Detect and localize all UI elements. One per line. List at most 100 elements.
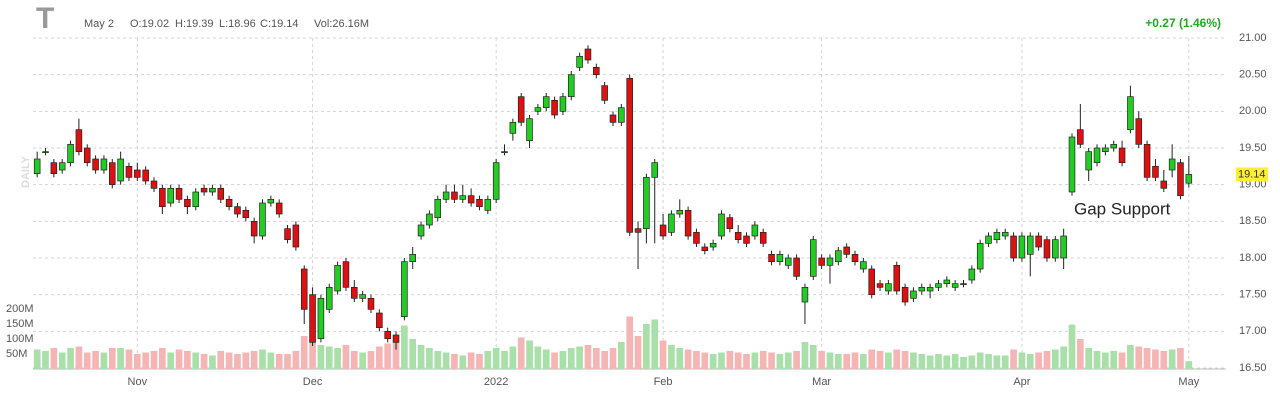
candle-body <box>885 283 892 292</box>
volume-bar <box>968 355 976 369</box>
volume-bar <box>275 354 283 369</box>
volume-bar <box>1110 351 1118 369</box>
volume-bar <box>726 351 734 369</box>
volume-bar <box>768 352 775 369</box>
volume-bar <box>960 357 967 369</box>
volume-bar <box>451 354 458 369</box>
volume-bar <box>133 354 141 369</box>
candle-body <box>618 107 625 123</box>
candle-body <box>92 158 99 171</box>
volume-bar <box>1102 352 1109 369</box>
candle-body <box>626 77 633 233</box>
candle-body <box>109 162 116 186</box>
y-tick-label: 18.50 <box>1239 215 1267 227</box>
volume-bar <box>108 348 116 369</box>
volume-bar <box>759 351 767 369</box>
candle-body <box>1026 235 1034 255</box>
volume-bar <box>918 354 926 369</box>
candle-body <box>351 286 358 299</box>
volume-bar <box>225 352 233 369</box>
volume-bar <box>317 345 325 369</box>
candle-body <box>492 162 500 200</box>
volume-bar <box>584 345 592 369</box>
volume-bar <box>209 355 216 369</box>
candle-body <box>359 294 366 299</box>
candle-body <box>1085 151 1092 171</box>
volume-bar <box>92 351 99 369</box>
candle-body <box>209 187 216 193</box>
y-tick-label: 19.00 <box>1239 179 1267 191</box>
candle-body <box>668 213 675 233</box>
candle-body <box>100 158 108 171</box>
y-tick-label: 21.00 <box>1239 32 1267 44</box>
candle-body <box>810 239 817 277</box>
volume-bar <box>392 342 400 369</box>
candle-body <box>534 107 542 112</box>
volume-bar <box>943 355 951 369</box>
volume-bar <box>159 348 166 369</box>
candle-body <box>1135 118 1143 145</box>
candle-body <box>1010 235 1017 259</box>
candle-body <box>526 118 533 142</box>
volume-bar <box>860 354 867 369</box>
volume-bar <box>876 351 884 369</box>
x-tick-label: Mar <box>812 376 831 388</box>
candle-body <box>451 191 458 200</box>
x-tick-label: Apr <box>1013 376 1030 388</box>
candle-body <box>250 220 258 237</box>
candle-body <box>325 286 333 310</box>
candle-body <box>851 253 859 263</box>
volume-bar <box>1185 361 1193 369</box>
symbol: T <box>36 2 54 35</box>
volume-bar <box>1177 348 1184 369</box>
candle-body <box>225 198 233 208</box>
volume-bar <box>117 348 124 369</box>
candle-body <box>1001 231 1009 237</box>
volume-bar <box>618 342 625 369</box>
volume-bar <box>492 348 500 369</box>
volume-bar <box>509 346 517 369</box>
candle-body <box>509 121 517 134</box>
last-price: 19.14 <box>1238 168 1266 180</box>
volume-bar <box>734 352 742 369</box>
candle-body <box>167 187 174 204</box>
candle-body <box>576 55 583 68</box>
candle-body <box>568 74 575 98</box>
date: May 2 <box>84 18 114 30</box>
candle-body <box>876 283 884 288</box>
volume-bar <box>809 345 817 369</box>
candle-body <box>409 253 416 263</box>
volume-tick-label: 150M <box>6 318 34 330</box>
candle-body <box>743 235 750 244</box>
candle-body <box>709 242 717 248</box>
candle-body <box>1143 143 1151 178</box>
candle-body <box>1035 235 1042 248</box>
x-tick-label: 2022 <box>484 376 508 388</box>
volume-bar <box>643 324 650 369</box>
candle-body <box>50 162 58 175</box>
candle-body <box>609 114 617 123</box>
volume-bar <box>467 352 475 369</box>
candle-body <box>893 264 901 292</box>
candle-body <box>467 195 475 204</box>
candle-body <box>935 283 942 288</box>
volume-bar <box>634 336 642 369</box>
volume-bar <box>743 354 750 369</box>
volume-bar <box>384 343 392 369</box>
candle-body <box>184 198 191 208</box>
volume-bar <box>83 352 91 369</box>
candle-body <box>943 279 951 285</box>
candle-body <box>42 151 49 154</box>
candle-body <box>434 198 442 219</box>
candle-body <box>259 202 266 237</box>
candle-body <box>401 261 408 318</box>
candle-body <box>1018 235 1026 259</box>
volume-bar <box>517 337 525 369</box>
candle-body <box>1185 174 1193 184</box>
candle-body <box>476 198 483 208</box>
candle-body <box>701 246 709 252</box>
volume-bar <box>359 352 366 369</box>
candle-body <box>384 330 391 340</box>
volume-bar <box>234 354 241 369</box>
candle-body <box>759 231 767 244</box>
